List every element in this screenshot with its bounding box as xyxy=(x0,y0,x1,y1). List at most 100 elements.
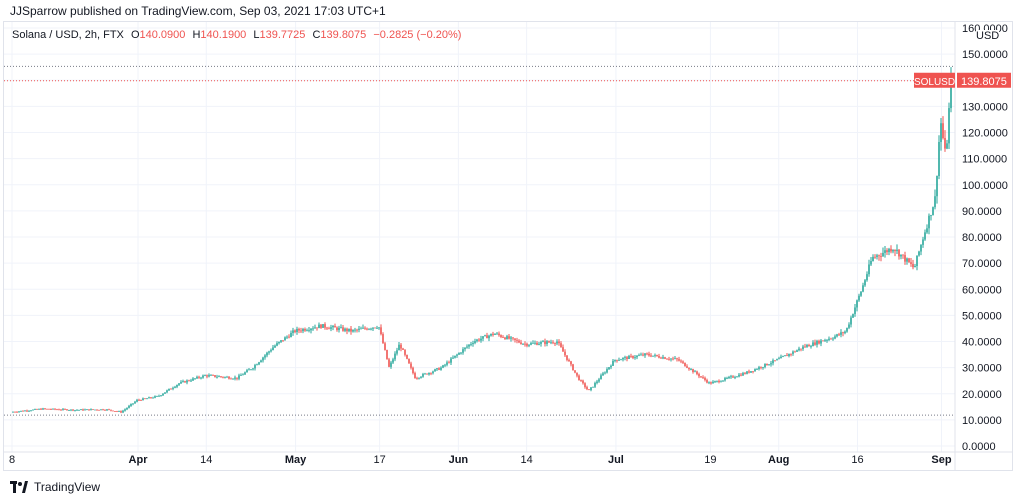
candle-body xyxy=(198,376,200,378)
candle-body xyxy=(170,388,172,390)
candle-body xyxy=(640,354,642,356)
chart-legend: Solana / USD, 2h, FTX O140.0900 H140.190… xyxy=(12,29,461,41)
candle-body xyxy=(236,377,238,379)
candle-body xyxy=(752,371,754,372)
candle-body xyxy=(36,409,38,410)
candle-body xyxy=(620,359,622,361)
candle-body xyxy=(104,409,106,411)
candle-body xyxy=(342,327,344,331)
candle-body xyxy=(696,371,698,375)
candle-body xyxy=(686,366,688,368)
candle-body xyxy=(328,328,330,330)
candle-body xyxy=(366,328,368,330)
candle-body xyxy=(714,381,716,383)
candle-body xyxy=(422,374,424,377)
candle-body xyxy=(818,340,820,344)
candle-body xyxy=(854,307,856,315)
candle-body xyxy=(358,328,360,330)
candle-body xyxy=(618,359,620,361)
candle-body xyxy=(234,377,236,379)
candle-body xyxy=(164,392,166,394)
candle-body xyxy=(604,372,606,374)
candle-body xyxy=(380,327,382,335)
y-tick-label: 80.0000 xyxy=(962,232,1002,244)
candle-body xyxy=(264,355,266,358)
candle-body xyxy=(834,336,836,339)
candle-body xyxy=(270,350,272,352)
candle-body xyxy=(930,215,932,216)
candle-body xyxy=(220,376,222,378)
chart-frame[interactable] xyxy=(3,21,1013,471)
candle-body xyxy=(532,342,534,344)
candle-body xyxy=(536,342,538,345)
candle-body xyxy=(866,274,868,281)
candle-body xyxy=(214,375,216,377)
candle-body xyxy=(706,380,708,383)
candle-body xyxy=(688,367,690,370)
candle-body xyxy=(740,374,742,376)
candle-body xyxy=(822,340,824,342)
candle-body xyxy=(784,355,786,357)
candle-body xyxy=(410,363,412,368)
candle-body xyxy=(624,357,626,358)
candle-body xyxy=(488,335,490,339)
candle-body xyxy=(314,327,316,329)
candle-body xyxy=(374,327,376,329)
candle-body xyxy=(32,409,34,411)
candle-body xyxy=(840,332,842,335)
candle-body xyxy=(138,399,140,401)
candle-body xyxy=(94,409,96,411)
legend-close-label: C xyxy=(312,29,321,41)
candle-body xyxy=(750,371,752,373)
candle-body xyxy=(510,337,512,339)
x-tick-label: Aug xyxy=(768,454,789,466)
candle-body xyxy=(708,382,710,384)
candle-body xyxy=(252,368,254,370)
y-tick-label: 70.0000 xyxy=(962,258,1002,270)
candle-body xyxy=(634,357,636,359)
candle-body xyxy=(878,255,880,257)
candle-body xyxy=(212,375,214,376)
candle-body xyxy=(498,333,500,336)
x-tick-label: Jun xyxy=(449,454,469,466)
candle-body xyxy=(772,360,774,364)
x-tick-label: 16 xyxy=(851,454,863,466)
candle-body xyxy=(804,346,806,348)
candle-body xyxy=(884,250,886,253)
candle-body xyxy=(276,343,278,346)
candle-body xyxy=(528,344,530,346)
candle-body xyxy=(446,362,448,365)
candle-body xyxy=(490,333,492,336)
y-tick-label: 50.0000 xyxy=(962,310,1002,322)
candle-body xyxy=(178,383,180,385)
candle-body xyxy=(808,345,810,347)
candle-body xyxy=(466,346,468,348)
candle-body xyxy=(124,409,126,411)
candle-body xyxy=(896,249,898,252)
candle-body xyxy=(470,344,472,345)
candle-body xyxy=(144,398,146,400)
candle-body xyxy=(522,343,524,345)
candle-body xyxy=(206,375,208,377)
candle-body xyxy=(134,401,136,404)
candle-body xyxy=(552,342,554,344)
candle-body xyxy=(442,365,444,368)
candle-body xyxy=(606,369,608,373)
candle-body xyxy=(728,376,730,378)
candle-body xyxy=(628,355,630,360)
candle-body xyxy=(322,324,324,328)
candle-body xyxy=(774,360,776,362)
candle-body xyxy=(902,254,904,256)
candle-body xyxy=(478,339,480,341)
candle-body xyxy=(738,374,740,377)
candle-body xyxy=(892,249,894,252)
candle-body xyxy=(524,343,526,345)
candle-body xyxy=(386,349,388,360)
candle-body xyxy=(492,333,494,335)
candle-body xyxy=(208,375,210,377)
candle-body xyxy=(622,357,624,360)
x-tick-label: Apr xyxy=(129,454,149,466)
candle-body xyxy=(802,346,804,350)
candle-body xyxy=(760,367,762,368)
